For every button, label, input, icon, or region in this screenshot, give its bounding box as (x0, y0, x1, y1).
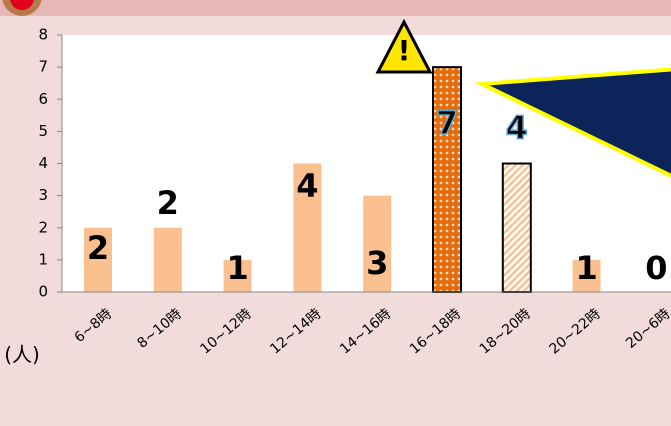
y-tick-label: 0 (38, 283, 48, 301)
y-tick-label: 3 (38, 186, 48, 204)
bar (223, 259, 252, 292)
callout (474, 67, 671, 178)
bar (432, 66, 462, 293)
y-tick-label: 2 (38, 218, 48, 236)
y-tick-label: 8 (38, 26, 48, 44)
data-label: 2 (157, 184, 179, 222)
data-label: 1 (226, 249, 248, 287)
bar (501, 162, 532, 293)
warning-mark: ! (398, 34, 411, 67)
data-label: 4 (506, 109, 528, 147)
bar (153, 227, 182, 292)
data-label: 1 (575, 249, 597, 287)
data-label: 7 (436, 104, 458, 142)
badge-dot (10, 0, 34, 10)
y-tick-label: 1 (38, 250, 48, 268)
y-tick-label: 6 (38, 90, 48, 108)
y-axis-label: (人) (4, 343, 40, 367)
bar (363, 195, 392, 292)
y-tick-label: 4 (38, 154, 48, 172)
bar (84, 227, 112, 292)
y-tick-label: 7 (38, 58, 48, 76)
bar (572, 259, 601, 292)
data-label: 4 (296, 167, 318, 205)
y-tick-label: 5 (38, 122, 48, 140)
data-label: 2 (87, 229, 109, 267)
bar (293, 163, 322, 292)
warning-icon (375, 18, 433, 74)
data-label: 0 (645, 249, 667, 287)
data-label: 3 (366, 244, 388, 282)
top-band (0, 0, 671, 16)
